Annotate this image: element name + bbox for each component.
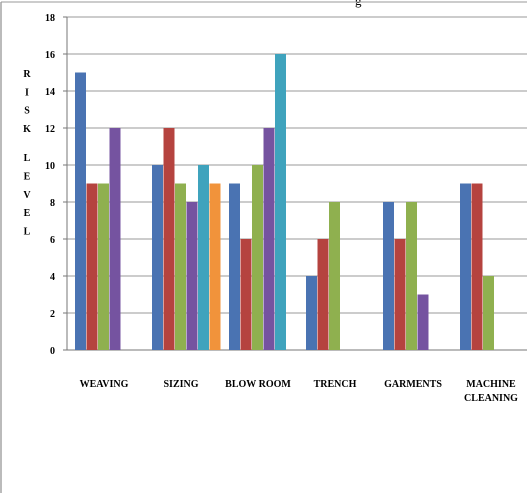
bar	[460, 183, 471, 350]
bar	[263, 128, 275, 350]
y-tick-label: 16	[45, 50, 55, 61]
category-label: TRENCH	[314, 379, 357, 390]
y-axis-label-letter: R	[23, 69, 31, 80]
gridlines	[67, 16, 527, 314]
y-tick-label: 18	[45, 13, 55, 24]
bar	[383, 202, 394, 350]
bar	[175, 183, 186, 350]
axes	[63, 16, 527, 351]
bar	[417, 294, 429, 350]
bar	[86, 183, 98, 350]
bars	[75, 54, 494, 350]
bar	[152, 165, 163, 350]
bar	[306, 276, 317, 350]
bar	[98, 183, 109, 350]
y-axis-label-letter: L	[24, 226, 31, 237]
bar	[75, 72, 86, 350]
y-tick-label: 4	[50, 272, 55, 283]
category-label: CLEANING	[464, 393, 518, 404]
y-axis-label-letter: S	[24, 106, 30, 117]
y-axis-label-letter: L	[24, 153, 31, 164]
y-tick-label: 0	[50, 346, 55, 357]
category-label: GARMENTS	[384, 379, 442, 390]
bar	[109, 128, 121, 350]
y-tick-label: 2	[50, 309, 55, 320]
bar	[483, 276, 494, 350]
bar	[275, 54, 286, 350]
y-tick-labels: 0 2 4 6 8 10 12 14 16 18	[45, 13, 55, 357]
bar	[394, 239, 406, 350]
bar	[209, 183, 221, 350]
bar	[317, 239, 329, 350]
bar	[198, 165, 209, 350]
y-axis-label-letter: E	[24, 208, 31, 219]
y-tick-label: 6	[50, 235, 55, 246]
category-label: BLOW ROOM	[225, 379, 291, 390]
category-label: SIZING	[163, 379, 198, 390]
category-label: MACHINE	[466, 379, 516, 390]
top-cropped-text: g	[355, 0, 362, 8]
bar	[240, 239, 252, 350]
bar	[252, 165, 263, 350]
bar	[329, 202, 340, 350]
y-tick-label: 10	[45, 161, 55, 172]
category-labels: WEAVING SIZING BLOW ROOM TRENCH GARMENTS MACH…	[80, 379, 519, 404]
y-tick-label: 14	[45, 87, 55, 98]
y-axis-label-letter: E	[24, 172, 31, 183]
y-tick-label: 12	[45, 124, 55, 135]
bar	[471, 183, 483, 350]
y-axis-label-letter: V	[23, 190, 31, 201]
y-axis-label-letter: K	[23, 124, 31, 135]
category-label: WEAVING	[80, 379, 129, 390]
bar	[229, 183, 240, 350]
bar	[406, 202, 417, 350]
bar	[186, 202, 198, 350]
y-tick-label: 8	[50, 198, 55, 209]
y-axis-label-letter: I	[25, 87, 29, 98]
bar	[163, 128, 175, 350]
